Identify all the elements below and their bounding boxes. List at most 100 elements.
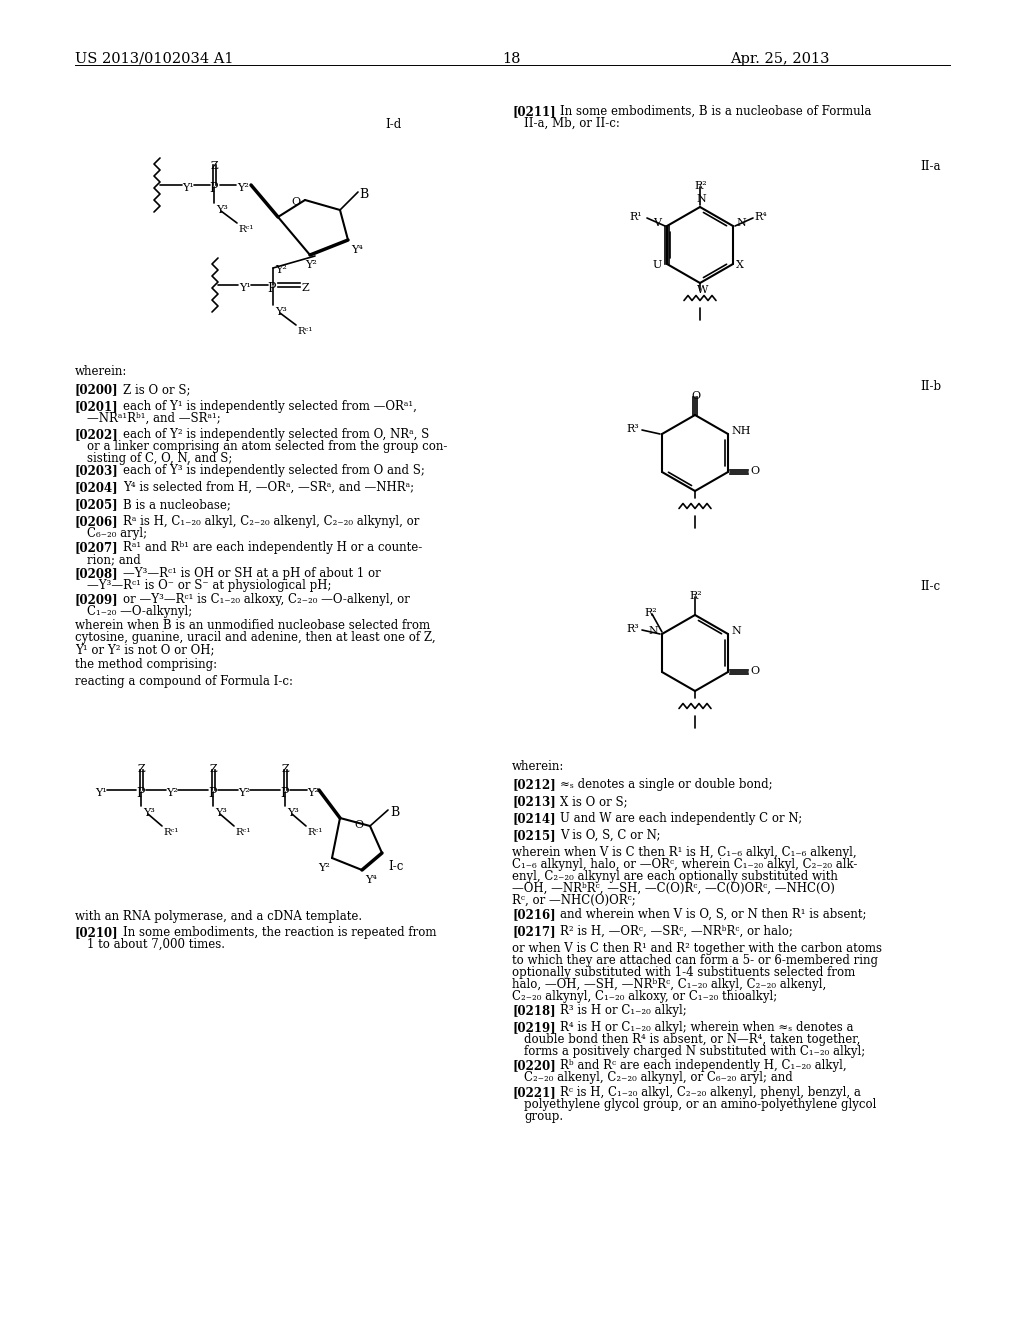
Text: Y¹ or Y² is not O or OH;: Y¹ or Y² is not O or OH; — [75, 643, 214, 656]
Text: [0213]: [0213] — [512, 795, 556, 808]
Text: Z: Z — [302, 282, 309, 293]
Text: B: B — [390, 807, 399, 818]
Text: W: W — [697, 285, 709, 294]
Text: or when V is C then R¹ and R² together with the carbon atoms: or when V is C then R¹ and R² together w… — [512, 942, 882, 954]
Text: R³: R³ — [626, 624, 639, 634]
Text: [0200]: [0200] — [75, 383, 119, 396]
Text: —Y³—Rᶜ¹ is O⁻ or S⁻ at physiological pH;: —Y³—Rᶜ¹ is O⁻ or S⁻ at physiological pH; — [87, 579, 332, 591]
Text: II-c: II-c — [920, 579, 940, 593]
Text: R³: R³ — [626, 424, 639, 434]
Text: Y¹: Y¹ — [239, 282, 251, 293]
Text: P: P — [267, 282, 275, 294]
Text: R¹: R¹ — [629, 213, 642, 222]
Text: I-c: I-c — [388, 861, 403, 873]
Text: R²: R² — [644, 609, 656, 618]
Text: [0210]: [0210] — [75, 927, 119, 939]
Text: O: O — [750, 667, 759, 676]
Text: C₁₋₆ alkynyl, halo, or —ORᶜ, wherein C₁₋₂₀ alkyl, C₂₋₂₀ alk-: C₁₋₆ alkynyl, halo, or —ORᶜ, wherein C₁₋… — [512, 858, 857, 871]
Text: B: B — [359, 187, 369, 201]
Text: C₁₋₂₀ —O-alkynyl;: C₁₋₂₀ —O-alkynyl; — [87, 605, 193, 618]
Text: Y³: Y³ — [143, 808, 155, 818]
Text: [0220]: [0220] — [512, 1059, 556, 1072]
Text: [0208]: [0208] — [75, 568, 119, 579]
Text: Rᶜ¹: Rᶜ¹ — [238, 224, 254, 234]
Text: Y²: Y² — [307, 788, 318, 799]
Text: wherein:: wherein: — [75, 366, 127, 378]
Text: [0215]: [0215] — [512, 829, 556, 842]
Text: [0207]: [0207] — [75, 541, 119, 554]
Text: X: X — [736, 260, 743, 271]
Text: polyethylene glycol group, or an amino-polyethylene glycol: polyethylene glycol group, or an amino-p… — [524, 1098, 877, 1111]
Text: halo, —OH, —SH, —NRᵇRᶜ, C₁₋₂₀ alkyl, C₂₋₂₀ alkenyl,: halo, —OH, —SH, —NRᵇRᶜ, C₁₋₂₀ alkyl, C₂₋… — [512, 978, 826, 991]
Text: Y²: Y² — [318, 863, 330, 873]
Text: and wherein when V is O, S, or N then R¹ is absent;: and wherein when V is O, S, or N then R¹… — [560, 908, 866, 921]
Text: P: P — [280, 787, 289, 800]
Text: or a linker comprising an atom selected from the group con-: or a linker comprising an atom selected … — [87, 440, 447, 453]
Text: Rᶜ¹: Rᶜ¹ — [307, 828, 323, 837]
Text: U and W are each independently C or N;: U and W are each independently C or N; — [560, 812, 802, 825]
Text: [0221]: [0221] — [512, 1086, 556, 1100]
Text: N: N — [648, 626, 657, 636]
Text: Y⁴ is selected from H, —ORᵃ, —SRᵃ, and —NHRᵃ;: Y⁴ is selected from H, —ORᵃ, —SRᵃ, and —… — [123, 480, 414, 494]
Text: Rᶜ¹: Rᶜ¹ — [297, 327, 312, 337]
Text: Z is O or S;: Z is O or S; — [123, 383, 190, 396]
Text: P: P — [209, 182, 217, 195]
Text: Rᶜ¹: Rᶜ¹ — [163, 828, 178, 837]
Text: reacting a compound of Formula I-c:: reacting a compound of Formula I-c: — [75, 675, 293, 688]
Text: double bond then R⁴ is absent, or N—R⁴, taken together,: double bond then R⁴ is absent, or N—R⁴, … — [524, 1034, 860, 1045]
Text: Z: Z — [210, 764, 218, 774]
Text: each of Y³ is independently selected from O and S;: each of Y³ is independently selected fro… — [123, 465, 425, 477]
Text: R⁴: R⁴ — [754, 213, 767, 222]
Text: R²: R² — [694, 181, 707, 191]
Text: N: N — [736, 218, 745, 228]
Text: P: P — [136, 787, 144, 800]
Text: ≈ₛ denotes a single or double bond;: ≈ₛ denotes a single or double bond; — [560, 777, 773, 791]
Text: In some embodiments, the reaction is repeated from: In some embodiments, the reaction is rep… — [123, 927, 436, 939]
Text: Apr. 25, 2013: Apr. 25, 2013 — [730, 51, 829, 66]
Text: [0202]: [0202] — [75, 428, 119, 441]
Text: Y⁴: Y⁴ — [365, 875, 377, 884]
Text: group.: group. — [524, 1110, 563, 1123]
Text: wherein:: wherein: — [512, 760, 564, 774]
Text: forms a positively charged N substituted with C₁₋₂₀ alkyl;: forms a positively charged N substituted… — [524, 1045, 865, 1059]
Text: O: O — [291, 197, 300, 207]
Text: [0214]: [0214] — [512, 812, 556, 825]
Text: Y²: Y² — [238, 788, 250, 799]
Text: [0203]: [0203] — [75, 465, 119, 477]
Text: O: O — [750, 466, 759, 477]
Text: Y²: Y² — [237, 183, 249, 193]
Text: U: U — [653, 260, 663, 271]
Text: O: O — [354, 820, 364, 830]
Text: Rᵃ¹ and Rᵇ¹ are each independently H or a counte-: Rᵃ¹ and Rᵇ¹ are each independently H or … — [123, 541, 422, 554]
Text: Z: Z — [138, 764, 145, 774]
Text: R² is H, —ORᶜ, —SRᶜ, —NRᵇRᶜ, or halo;: R² is H, —ORᶜ, —SRᶜ, —NRᵇRᶜ, or halo; — [560, 925, 793, 939]
Text: [0219]: [0219] — [512, 1020, 556, 1034]
Text: 18: 18 — [503, 51, 521, 66]
Text: Y¹: Y¹ — [95, 788, 106, 799]
Text: 1 to about 7,000 times.: 1 to about 7,000 times. — [87, 939, 225, 950]
Text: or —Y³—Rᶜ¹ is C₁₋₂₀ alkoxy, C₂₋₂₀ —O-alkenyl, or: or —Y³—Rᶜ¹ is C₁₋₂₀ alkoxy, C₂₋₂₀ —O-alk… — [123, 593, 410, 606]
Text: wherein when V is C then R¹ is H, C₁₋₆ alkyl, C₁₋₆ alkenyl,: wherein when V is C then R¹ is H, C₁₋₆ a… — [512, 846, 857, 859]
Text: [0211]: [0211] — [512, 106, 556, 117]
Text: each of Y¹ is independently selected from —ORᵃ¹,: each of Y¹ is independently selected fro… — [123, 400, 417, 413]
Text: Y³: Y³ — [215, 808, 227, 818]
Text: NH: NH — [731, 426, 751, 436]
Text: B is a nucleobase;: B is a nucleobase; — [123, 498, 230, 511]
Text: [0217]: [0217] — [512, 925, 556, 939]
Text: R⁴ is H or C₁₋₂₀ alkyl; wherein when ≈ₛ denotes a: R⁴ is H or C₁₋₂₀ alkyl; wherein when ≈ₛ … — [560, 1020, 853, 1034]
Text: V is O, S, C or N;: V is O, S, C or N; — [560, 829, 660, 842]
Text: Y²: Y² — [305, 260, 316, 271]
Text: Y²: Y² — [275, 265, 287, 275]
Text: Z: Z — [211, 161, 219, 172]
Text: enyl, C₂₋₂₀ alkynyl are each optionally substituted with: enyl, C₂₋₂₀ alkynyl are each optionally … — [512, 870, 838, 883]
Text: with an RNA polymerase, and a cDNA template.: with an RNA polymerase, and a cDNA templ… — [75, 909, 362, 923]
Text: [0205]: [0205] — [75, 498, 119, 511]
Text: C₆₋₂₀ aryl;: C₆₋₂₀ aryl; — [87, 527, 147, 540]
Text: to which they are attached can form a 5- or 6-membered ring: to which they are attached can form a 5-… — [512, 954, 878, 968]
Text: Rᶜ is H, C₁₋₂₀ alkyl, C₂₋₂₀ alkenyl, phenyl, benzyl, a: Rᶜ is H, C₁₋₂₀ alkyl, C₂₋₂₀ alkenyl, phe… — [560, 1086, 861, 1100]
Text: Rᵇ and Rᶜ are each independently H, C₁₋₂₀ alkyl,: Rᵇ and Rᶜ are each independently H, C₁₋₂… — [560, 1059, 847, 1072]
Text: R²: R² — [689, 591, 701, 601]
Text: I-d: I-d — [385, 117, 401, 131]
Text: [0204]: [0204] — [75, 480, 119, 494]
Text: —OH, —NRᵇRᶜ, —SH, —C(O)Rᶜ, —C(O)ORᶜ, —NHC(O): —OH, —NRᵇRᶜ, —SH, —C(O)Rᶜ, —C(O)ORᶜ, —NH… — [512, 882, 835, 895]
